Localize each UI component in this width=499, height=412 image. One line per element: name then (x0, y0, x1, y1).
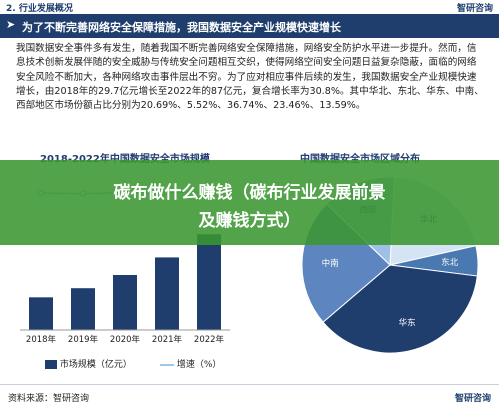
banner-line-2: 及赚钱方式） (198, 211, 301, 231)
pie-label-3: 中南 (322, 258, 339, 269)
pie-label-2: 华东 (399, 317, 416, 328)
x-tick-label: 2021年 (152, 334, 183, 345)
legend-bar: 市场规模（亿元） (45, 357, 132, 370)
x-tick-label: 2019年 (68, 334, 99, 345)
source-note: 资料来源：智研咨询 (8, 394, 90, 404)
x-tick-label: 2022年 (194, 334, 225, 345)
x-tick-label: 2018年 (26, 334, 57, 345)
top-bar: 2. 行业发展概况 智研咨询 (0, 0, 499, 14)
arrow-icon: ➤ (6, 18, 16, 31)
legend-line-label: 增速（%） (176, 360, 222, 370)
legend-line: 增速（%） (160, 357, 221, 370)
overlay-banner: 碳布做什么赚钱（碳布行业发展前景 及赚钱方式） (0, 160, 499, 245)
x-tick-label: 2020年 (110, 334, 141, 345)
bar-1 (71, 288, 95, 330)
footer: 资料来源：智研咨询 智研咨询 (0, 384, 499, 412)
footer-brand: 智研咨询 (454, 394, 491, 404)
section-label: 2. 行业发展概况 (6, 4, 73, 14)
bar-0 (29, 297, 53, 330)
body-paragraph: 我国数据安全事件多有发生，随着我国不断完善网络安全保障措施，网络安全防护水平进一… (16, 43, 484, 112)
legend-bar-swatch (45, 360, 57, 369)
right-chart-title: 中国数据安全市场区域分布 (300, 150, 420, 165)
left-chart-title: 2018-2022年中国数据安全市场规模 (40, 150, 210, 165)
bar-3 (155, 257, 179, 330)
legend-line-swatch (160, 363, 174, 366)
legend-bar-label: 市场规模（亿元） (59, 360, 132, 370)
brand-logo: 智研咨询 (456, 4, 493, 14)
pie-slice-2 (322, 264, 478, 354)
title-bar: ➤ 为了不断完善网络安全保障措施，我国数据安全产业规模快速增长 (0, 14, 499, 38)
bar-2 (113, 275, 137, 330)
page-title: 为了不断完善网络安全保障措施，我国数据安全产业规模快速增长 (22, 21, 341, 34)
pie-label-1: 东北 (441, 257, 459, 268)
banner-line-1: 碳布做什么赚钱（碳布行业发展前景 (113, 183, 386, 203)
bar-4 (197, 234, 221, 330)
